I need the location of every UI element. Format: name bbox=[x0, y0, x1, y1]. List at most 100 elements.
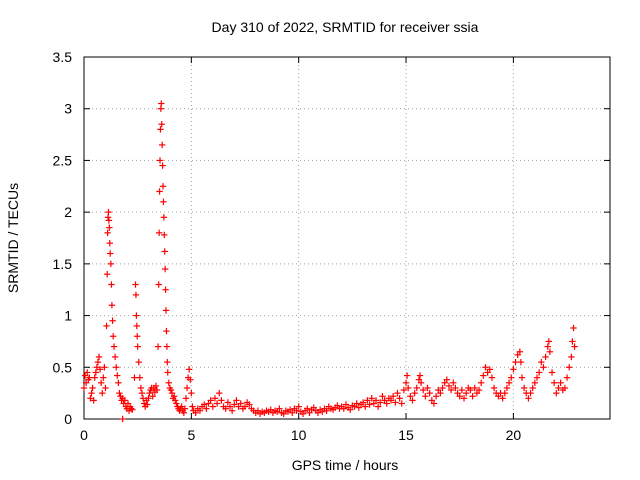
data-point bbox=[201, 401, 208, 408]
data-point bbox=[99, 389, 106, 397]
y-tick-label: 3 bbox=[64, 101, 72, 117]
x-tick-label: 0 bbox=[80, 427, 88, 443]
plot-area-frame bbox=[83, 56, 611, 420]
data-point bbox=[420, 386, 427, 394]
data-point bbox=[157, 126, 164, 133]
data-point bbox=[158, 100, 165, 107]
data-point bbox=[426, 389, 433, 397]
data-point bbox=[452, 384, 459, 392]
data-point bbox=[189, 403, 196, 410]
data-point bbox=[95, 353, 103, 361]
data-point bbox=[89, 384, 96, 392]
data-point bbox=[538, 358, 545, 366]
data-point bbox=[237, 400, 244, 407]
data-point bbox=[113, 364, 120, 371]
data-point bbox=[340, 405, 347, 412]
data-point bbox=[165, 379, 173, 386]
y-axis-label: SRMTID / TECUs bbox=[5, 183, 21, 293]
data-point bbox=[149, 393, 156, 400]
data-point bbox=[109, 317, 116, 324]
data-point bbox=[467, 386, 474, 394]
data-point bbox=[347, 406, 354, 413]
y-tick-label: 2.5 bbox=[53, 152, 73, 168]
data-point bbox=[480, 372, 487, 379]
data-point bbox=[139, 395, 147, 402]
data-point bbox=[105, 208, 112, 216]
data-point bbox=[486, 366, 493, 373]
data-point bbox=[211, 395, 219, 402]
y-tick-label: 1.5 bbox=[53, 256, 73, 272]
data-point bbox=[110, 343, 118, 350]
data-point bbox=[183, 384, 191, 392]
data-point bbox=[490, 384, 498, 392]
data-point bbox=[387, 397, 395, 404]
data-point bbox=[135, 358, 142, 366]
data-point bbox=[103, 322, 110, 330]
data-point bbox=[364, 397, 371, 404]
data-point bbox=[136, 374, 144, 381]
data-point bbox=[152, 382, 160, 390]
data-point bbox=[374, 403, 382, 410]
data-point bbox=[207, 397, 214, 404]
data-point bbox=[107, 260, 115, 268]
data-point bbox=[439, 384, 446, 392]
data-point bbox=[92, 369, 100, 376]
x-tick-label: 10 bbox=[291, 427, 307, 443]
y-tick-label: 3.5 bbox=[53, 49, 73, 65]
data-point bbox=[160, 214, 168, 221]
data-point bbox=[121, 397, 128, 404]
data-point bbox=[163, 343, 171, 350]
data-point bbox=[462, 389, 470, 397]
data-point bbox=[432, 393, 440, 400]
data-point bbox=[293, 407, 300, 414]
data-point bbox=[159, 162, 166, 169]
data-point bbox=[379, 393, 386, 400]
data-point bbox=[161, 265, 169, 273]
data-point bbox=[134, 343, 141, 350]
data-point bbox=[111, 353, 119, 361]
data-point bbox=[188, 389, 195, 397]
data-point bbox=[146, 389, 153, 397]
data-series-srmtid bbox=[80, 100, 578, 423]
data-point bbox=[90, 397, 97, 404]
data-point bbox=[158, 141, 166, 149]
data-point bbox=[161, 248, 168, 255]
data-point bbox=[186, 366, 193, 373]
data-point bbox=[180, 409, 188, 416]
data-point bbox=[105, 217, 113, 224]
x-axis-label: GPS time / hours bbox=[292, 457, 399, 473]
data-point bbox=[392, 399, 399, 406]
data-point bbox=[396, 395, 403, 402]
data-point bbox=[366, 401, 373, 408]
data-point bbox=[411, 389, 418, 397]
data-point bbox=[155, 281, 162, 288]
data-point bbox=[187, 376, 194, 383]
data-point bbox=[413, 384, 420, 392]
data-point bbox=[182, 395, 190, 402]
data-point bbox=[106, 250, 114, 257]
data-point bbox=[501, 389, 508, 397]
data-point bbox=[447, 386, 455, 394]
data-point bbox=[115, 379, 122, 386]
y-tick-label: 0 bbox=[64, 411, 72, 427]
data-point bbox=[218, 397, 225, 404]
data-point bbox=[563, 374, 571, 381]
data-point bbox=[209, 403, 217, 410]
data-point bbox=[196, 407, 204, 414]
x-axis: 0 5 10 15 20 bbox=[80, 57, 521, 443]
data-point bbox=[161, 231, 168, 239]
data-point bbox=[443, 376, 451, 383]
data-point bbox=[482, 364, 489, 371]
data-point bbox=[276, 405, 283, 412]
data-point bbox=[430, 400, 438, 407]
data-point bbox=[557, 379, 564, 386]
data-point bbox=[108, 302, 116, 309]
data-point bbox=[402, 379, 410, 386]
data-point bbox=[499, 395, 506, 402]
data-point bbox=[106, 224, 113, 231]
data-point bbox=[233, 397, 240, 404]
data-point bbox=[570, 324, 577, 332]
data-point bbox=[460, 395, 468, 402]
data-point bbox=[488, 374, 496, 381]
